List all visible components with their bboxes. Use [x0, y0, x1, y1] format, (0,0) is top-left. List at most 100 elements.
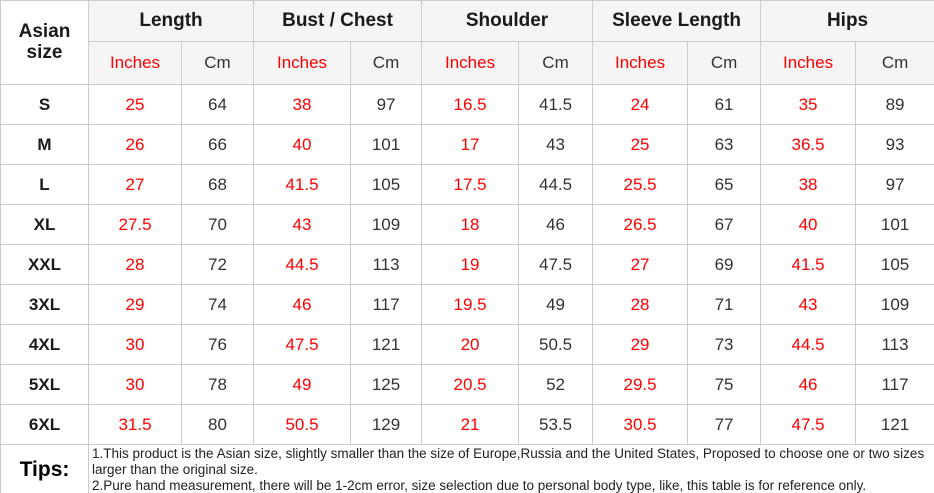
value-cell-inches: 25: [592, 124, 689, 165]
value-cell-cm: 73: [687, 324, 762, 365]
value-cell-inches: 30: [88, 364, 182, 405]
value-cell-inches: 25: [88, 84, 182, 125]
size-label: 4XL: [0, 324, 89, 365]
value-cell-inches: 19: [421, 244, 520, 285]
value-cell-inches: 46: [760, 364, 857, 405]
value-cell-inches: 21: [421, 404, 520, 445]
value-cell-cm: 49: [518, 284, 594, 325]
value-cell-cm: 61: [687, 84, 762, 125]
value-cell-cm: 109: [350, 204, 423, 245]
value-cell-cm: 121: [350, 324, 423, 365]
value-cell-cm: 78: [180, 364, 255, 405]
value-cell-cm: 77: [687, 404, 762, 445]
corner-header: Asian size: [0, 0, 89, 85]
tips-row: Tips: 1.This product is the Asian size, …: [0, 444, 934, 493]
value-cell-cm: 47.5: [518, 244, 594, 285]
size-label: 6XL: [0, 404, 89, 445]
value-cell-cm: 76: [180, 324, 255, 365]
value-cell-inches: 19.5: [421, 284, 520, 325]
value-cell-inches: 49: [253, 364, 352, 405]
size-label: 5XL: [0, 364, 89, 405]
value-cell-cm: 89: [855, 84, 934, 125]
value-cell-inches: 40: [253, 124, 352, 165]
table-row-xxl: XXL 28 72 44.5 113 19 47.5 27 69 41.5 10…: [0, 244, 934, 285]
value-cell-cm: 46: [518, 204, 594, 245]
size-label: S: [0, 84, 89, 125]
value-cell-inches: 26.5: [592, 204, 689, 245]
table-row-3xl: 3XL 29 74 46 117 19.5 49 28 71 43 109: [0, 284, 934, 325]
value-cell-cm: 80: [180, 404, 255, 445]
value-cell-cm: 44.5: [518, 164, 594, 205]
value-cell-cm: 71: [687, 284, 762, 325]
group-header-sleeve-length: Sleeve Length: [592, 0, 762, 42]
unit-header-cm: Cm: [687, 41, 762, 85]
value-cell-inches: 38: [253, 84, 352, 125]
size-label: M: [0, 124, 89, 165]
value-cell-cm: 105: [350, 164, 423, 205]
group-header-bust-chest: Bust / Chest: [253, 0, 423, 42]
corner-header-line1: Asian: [18, 20, 71, 42]
value-cell-cm: 97: [350, 84, 423, 125]
value-cell-inches: 25.5: [592, 164, 689, 205]
value-cell-cm: 67: [687, 204, 762, 245]
value-cell-cm: 53.5: [518, 404, 594, 445]
unit-header-cm: Cm: [855, 41, 934, 85]
value-cell-cm: 109: [855, 284, 934, 325]
table-row-l: L 27 68 41.5 105 17.5 44.5 25.5 65 38 97: [0, 164, 934, 205]
value-cell-inches: 30.5: [592, 404, 689, 445]
value-cell-cm: 50.5: [518, 324, 594, 365]
value-cell-inches: 41.5: [760, 244, 857, 285]
unit-header-cm: Cm: [180, 41, 255, 85]
tips-text: 1.This product is the Asian size, slight…: [87, 444, 934, 493]
value-cell-cm: 101: [855, 204, 934, 245]
size-label: XL: [0, 204, 89, 245]
value-cell-inches: 20: [421, 324, 520, 365]
tips-label: Tips:: [0, 444, 89, 493]
unit-header-inches: Inches: [253, 41, 352, 85]
tips-note-2: 2.Pure hand measurement, there will be 1…: [92, 477, 867, 493]
value-cell-cm: 129: [350, 404, 423, 445]
unit-header-row: Inches Cm Inches Cm Inches Cm Inches Cm …: [1, 41, 934, 85]
value-cell-cm: 75: [687, 364, 762, 405]
unit-header-cm: Cm: [350, 41, 423, 85]
value-cell-inches: 27.5: [88, 204, 182, 245]
unit-header-cm: Cm: [518, 41, 594, 85]
value-cell-inches: 43: [760, 284, 857, 325]
value-cell-inches: 40: [760, 204, 857, 245]
value-cell-cm: 63: [687, 124, 762, 165]
value-cell-cm: 69: [687, 244, 762, 285]
table-row-4xl: 4XL 30 76 47.5 121 20 50.5 29 73 44.5 11…: [0, 324, 934, 365]
value-cell-inches: 47.5: [253, 324, 352, 365]
tips-note-1: 1.This product is the Asian size, slight…: [92, 446, 925, 477]
value-cell-inches: 29: [88, 284, 182, 325]
value-cell-cm: 105: [855, 244, 934, 285]
value-cell-inches: 16.5: [421, 84, 520, 125]
value-cell-cm: 72: [180, 244, 255, 285]
table-row-s: S 25 64 38 97 16.5 41.5 24 61 35 89: [0, 84, 934, 125]
value-cell-cm: 121: [855, 404, 934, 445]
group-header-length: Length: [87, 0, 255, 42]
value-cell-inches: 18: [421, 204, 520, 245]
value-cell-cm: 113: [855, 324, 934, 365]
value-cell-inches: 20.5: [421, 364, 520, 405]
value-cell-inches: 46: [253, 284, 352, 325]
size-label: XXL: [0, 244, 89, 285]
size-label: L: [0, 164, 89, 205]
value-cell-inches: 24: [592, 84, 689, 125]
group-header-row: Asian size Length Bust / Chest Shoulder …: [0, 0, 934, 85]
value-cell-inches: 28: [88, 244, 182, 285]
value-cell-cm: 70: [180, 204, 255, 245]
value-cell-inches: 31.5: [88, 404, 182, 445]
value-cell-cm: 117: [350, 284, 423, 325]
value-cell-inches: 41.5: [253, 164, 352, 205]
unit-header-inches: Inches: [760, 41, 857, 85]
table-row-m: M 26 66 40 101 17 43 25 63 36.5 93: [0, 124, 934, 165]
corner-header-line2: size: [26, 41, 63, 63]
value-cell-cm: 41.5: [518, 84, 594, 125]
value-cell-inches: 38: [760, 164, 857, 205]
value-cell-inches: 44.5: [253, 244, 352, 285]
value-cell-inches: 35: [760, 84, 857, 125]
value-cell-inches: 28: [592, 284, 689, 325]
